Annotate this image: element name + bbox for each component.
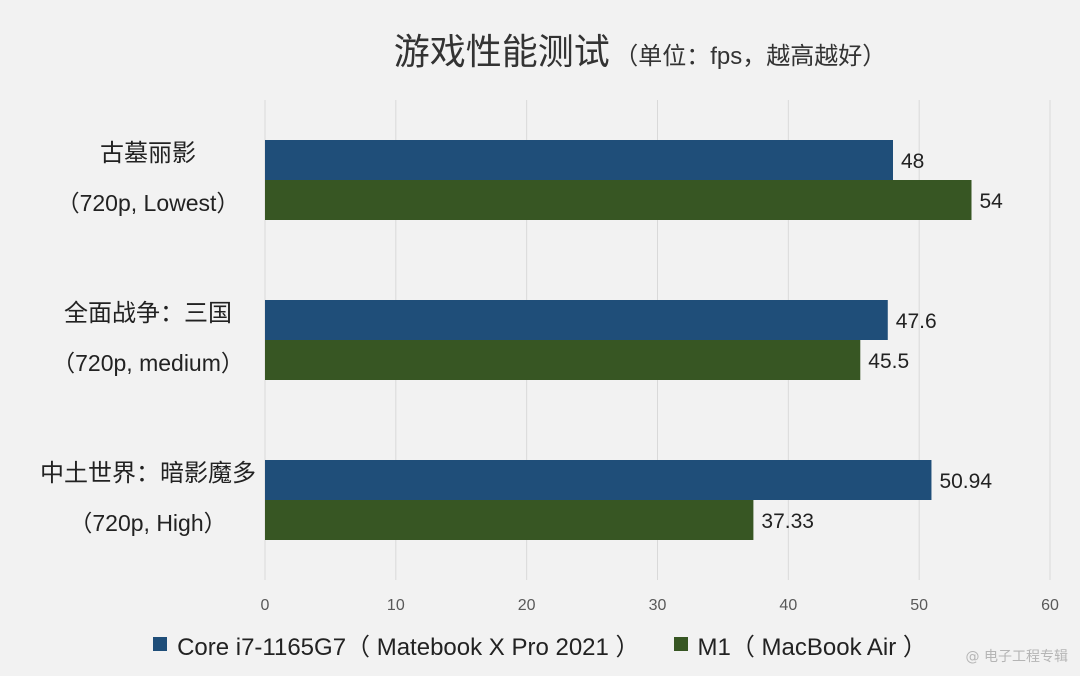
category-label-line1: 中土世界：暗影魔多 <box>40 460 256 487</box>
legend-label-intel: Core i7-1165G7（ Matebook X Pro 2021 ） <box>177 633 640 661</box>
x-tick-label: 60 <box>1041 597 1059 614</box>
x-tick-label: 10 <box>387 597 405 614</box>
x-tick-label: 0 <box>261 597 270 614</box>
bar-series0-cat1 <box>265 300 888 340</box>
legend-label-m1: M1（ MacBook Air ） <box>697 633 927 661</box>
bar-series0-cat2 <box>265 460 932 500</box>
data-label: 47.6 <box>896 310 937 333</box>
x-tick-label: 20 <box>518 597 536 614</box>
bars <box>265 140 972 540</box>
bar-series1-cat2 <box>265 500 754 540</box>
category-label-line2: （720p, Lowest） <box>57 190 240 216</box>
data-label: 48 <box>901 150 924 173</box>
data-label: 50.94 <box>939 470 992 493</box>
bar-series0-cat0 <box>265 140 893 180</box>
category-labels: 古墓丽影 （720p, Lowest） 全面战争：三国 （720p, medium） 中… <box>40 140 256 536</box>
data-label: 45.5 <box>868 350 909 373</box>
x-tick-labels: 0 10 20 30 40 50 60 <box>261 597 1059 614</box>
bar-series1-cat1 <box>265 340 861 380</box>
category-label-line2: （720p, High） <box>69 510 226 536</box>
data-label: 54 <box>980 190 1004 213</box>
legend-swatch-m1 <box>673 637 688 651</box>
chart-title: 游戏性能测试 （单位：fps，越高越好） <box>394 31 886 72</box>
chart-title-main: 游戏性能测试 <box>394 31 610 72</box>
category-label-line1: 古墓丽影 <box>100 140 196 167</box>
legend-item-intel: Core i7-1165G7（ Matebook X Pro 2021 ） <box>153 627 640 662</box>
legend: Core i7-1165G7（ Matebook X Pro 2021 ） M1… <box>0 622 1080 666</box>
data-labels: 48 54 47.6 45.5 50.94 37.33 <box>761 150 1003 533</box>
legend-swatch-intel <box>153 637 168 651</box>
legend-item-m1: M1（ MacBook Air ） <box>673 627 927 662</box>
category-label-line2: （720p, medium） <box>52 350 244 376</box>
category-label-line1: 全面战争：三国 <box>64 300 232 327</box>
x-tick-label: 40 <box>779 597 797 614</box>
x-tick-label: 50 <box>910 597 928 614</box>
watermark: @ 电子工程专辑 <box>965 649 1068 665</box>
x-tick-label: 30 <box>649 597 667 614</box>
bar-series1-cat0 <box>265 180 972 220</box>
chart-subtitle: （单位：fps，越高越好） <box>614 43 886 70</box>
data-label: 37.33 <box>761 510 814 533</box>
